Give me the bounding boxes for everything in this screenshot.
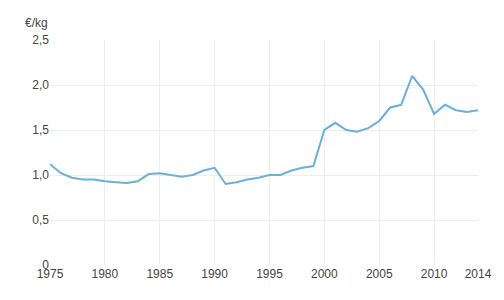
svg-text:2,5: 2,5 [32,33,49,47]
svg-text:€/kg: €/kg [25,16,48,30]
svg-text:1,0: 1,0 [32,168,49,182]
svg-text:2014: 2014 [465,267,492,281]
svg-text:2,0: 2,0 [32,78,49,92]
svg-text:2005: 2005 [366,267,393,281]
svg-text:1,5: 1,5 [32,123,49,137]
svg-text:0: 0 [42,258,49,272]
svg-text:1975: 1975 [37,267,64,281]
svg-text:1990: 1990 [201,267,228,281]
svg-text:1995: 1995 [256,267,283,281]
svg-text:0,5: 0,5 [32,213,49,227]
svg-text:1985: 1985 [146,267,173,281]
svg-text:1980: 1980 [92,267,119,281]
svg-text:2010: 2010 [421,267,448,281]
svg-text:2000: 2000 [311,267,338,281]
